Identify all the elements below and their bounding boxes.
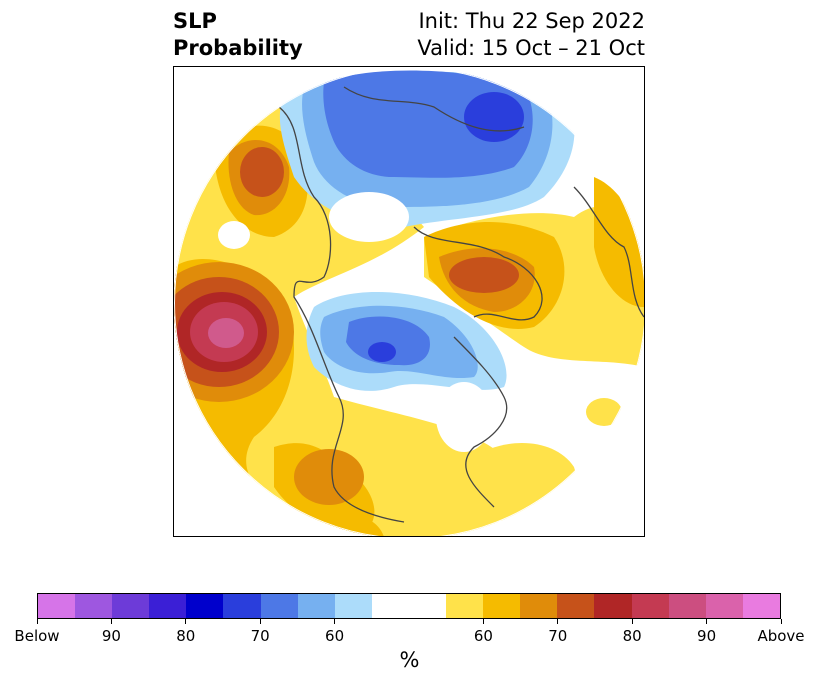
valid-date-text: Valid: 15 Oct – 21 Oct <box>417 36 645 60</box>
init-date-text: Init: Thu 22 Sep 2022 <box>418 9 645 33</box>
colorbar-segment <box>408 594 447 618</box>
normal-gap-2 <box>329 192 409 242</box>
colorbar-segment <box>520 594 558 618</box>
colorbar-segment <box>223 594 261 618</box>
colorbar-tick-label: 90 <box>101 627 121 645</box>
colorbar-tick-label: Below <box>14 627 60 645</box>
title-line-2: Probability <box>173 36 303 60</box>
normal-gap-3 <box>436 382 492 452</box>
colorbar-segment <box>557 594 595 618</box>
title-line-1: SLP <box>173 9 217 33</box>
colorbar-segment <box>742 594 780 618</box>
probability-map <box>174 67 644 536</box>
colorbar-segment <box>334 594 372 618</box>
colorbar-segment <box>631 594 669 618</box>
above-90-central <box>449 257 519 293</box>
colorbar-tick-label: 70 <box>250 627 270 645</box>
colorbar-tick-mark <box>259 619 261 624</box>
colorbar-segment <box>75 594 113 618</box>
colorbar-segment <box>149 594 187 618</box>
colorbar-tick-mark <box>110 619 112 624</box>
colorbar-segment <box>668 594 706 618</box>
above-80-us <box>294 449 364 505</box>
above-60-small <box>586 398 622 426</box>
colorbar-tick-mark <box>557 619 559 624</box>
colorbar-segment <box>446 594 484 618</box>
colorbar-tick-mark <box>185 619 187 624</box>
below-90-north <box>464 92 524 142</box>
colorbar-segment <box>483 594 521 618</box>
probability-colorbar <box>37 593 781 619</box>
colorbar-segment <box>705 594 743 618</box>
colorbar-segment <box>297 594 335 618</box>
colorbar-segment <box>594 594 632 618</box>
polar-map-panel <box>173 66 645 537</box>
colorbar-tick-mark <box>706 619 708 624</box>
colorbar-tick-label: 60 <box>473 627 493 645</box>
colorbar-segment <box>371 594 409 618</box>
colorbar-segment <box>112 594 150 618</box>
colorbar-unit-label: % <box>399 648 420 672</box>
map-title: SLP Probability <box>173 8 303 62</box>
below-90-central <box>368 342 396 362</box>
colorbar-tick-label: 60 <box>325 627 345 645</box>
colorbar-tick-mark <box>36 619 38 624</box>
colorbar-tick-mark <box>334 619 336 624</box>
colorbar-tick-label: Above <box>757 627 805 645</box>
colorbar-tick-label: 90 <box>697 627 717 645</box>
forecast-dates: Init: Thu 22 Sep 2022 Valid: 15 Oct – 21… <box>417 8 645 62</box>
colorbar-tick-label: 80 <box>622 627 642 645</box>
normal-gap-1 <box>218 221 250 249</box>
colorbar-tick-mark <box>780 619 782 624</box>
colorbar-segment <box>260 594 298 618</box>
coastlines <box>278 86 644 523</box>
colorbar-tick-label: 70 <box>548 627 568 645</box>
above-90-nw <box>240 147 284 197</box>
colorbar-segment <box>186 594 224 618</box>
colorbar-tick-mark <box>482 619 484 624</box>
colorbar-tick-mark <box>631 619 633 624</box>
colorbar-tick-label: 80 <box>176 627 196 645</box>
above-99-west <box>208 318 244 348</box>
colorbar-segment <box>38 594 76 618</box>
below-80-central <box>346 316 430 366</box>
